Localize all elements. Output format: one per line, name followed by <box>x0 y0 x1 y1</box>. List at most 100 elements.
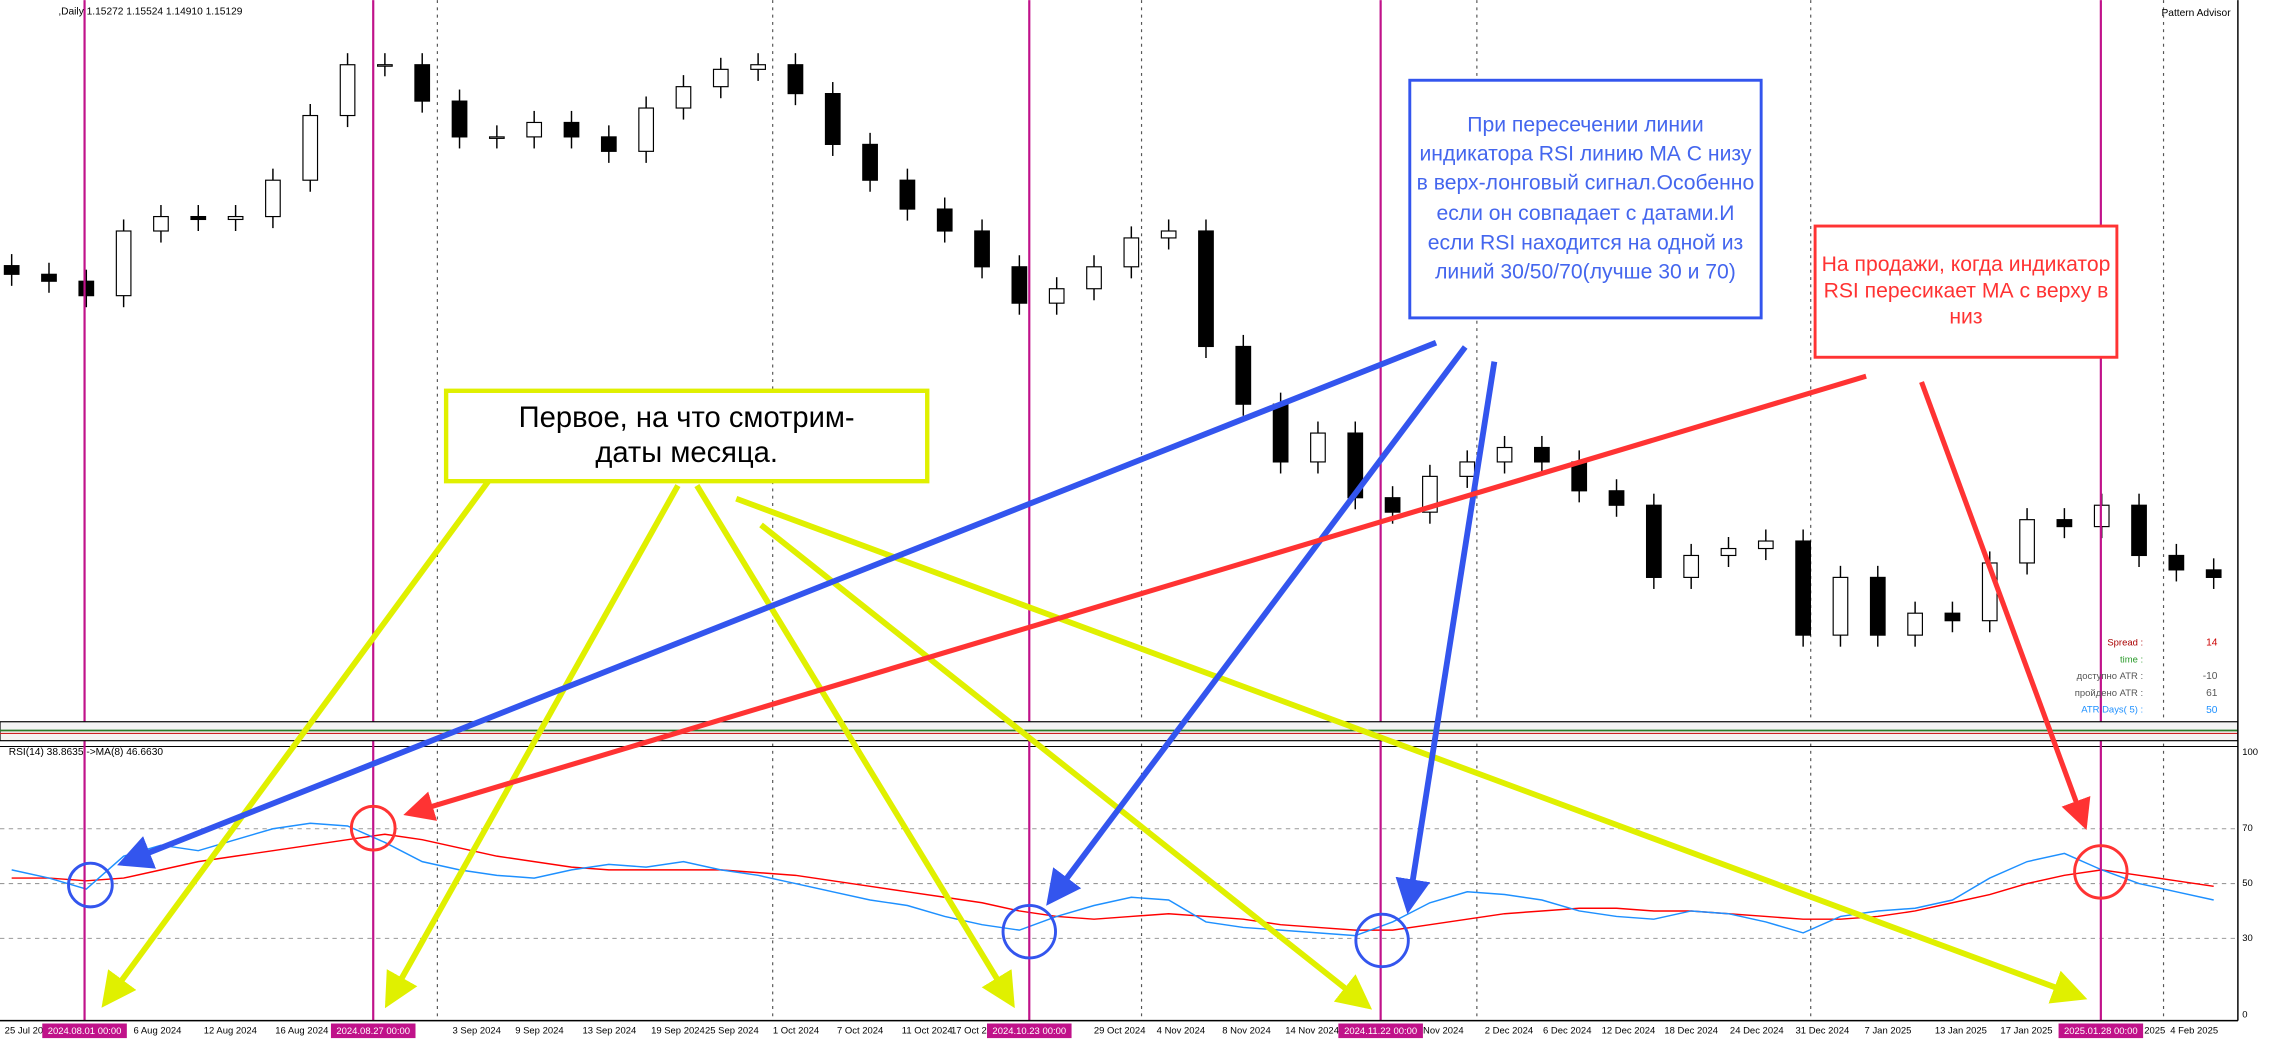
candle-body <box>377 64 393 67</box>
candle-body <box>526 121 543 138</box>
date-marker-tag <box>1338 1023 1423 1039</box>
date-marker-label: 2024.11.22 00:00 <box>1344 1026 1417 1037</box>
info-label: time : <box>2120 654 2143 665</box>
candle-body <box>1198 230 1214 348</box>
candle-body <box>1832 576 1849 636</box>
date-marker-tag <box>2058 1023 2144 1039</box>
candle-body <box>1683 554 1700 578</box>
candle-body <box>41 273 57 282</box>
rsi-line <box>11 822 2214 937</box>
candle-body <box>2019 519 2035 564</box>
candle-body <box>1608 490 1625 506</box>
x-tick-label: 4 Nov 2024 <box>1157 1025 1205 1036</box>
date-marker-tag <box>42 1023 127 1039</box>
x-tick-label: 1 Oct 2024 <box>773 1025 819 1036</box>
info-label: Spread : <box>2107 638 2143 649</box>
candle-body <box>1944 612 1961 622</box>
candle-body <box>1422 475 1438 513</box>
dates-note: Первое, на что смотрим- даты месяца. <box>518 402 855 470</box>
candle-body <box>1011 266 1028 304</box>
x-tick-label: 8 Nov 2024 <box>1222 1025 1270 1036</box>
info-value: -10 <box>2203 671 2218 682</box>
x-tick-label: 7 Oct 2024 <box>837 1025 883 1036</box>
x-tick-label: 2 Dec 2024 <box>1485 1025 1533 1036</box>
x-tick-label: 29 Oct 2024 <box>1094 1025 1146 1036</box>
candle-body <box>1160 230 1177 239</box>
x-tick-label: 11 Oct 2024 <box>902 1025 953 1036</box>
advisor-label[interactable]: Pattern Advisor <box>2162 8 2232 19</box>
long-note: При пересечении линии индикатора RSI лин… <box>1416 113 1755 285</box>
candle-body <box>227 215 244 221</box>
candle-body <box>1869 576 1886 636</box>
x-tick-label: 6 Dec 2024 <box>1543 1025 1591 1036</box>
candle-body <box>2056 519 2073 528</box>
candle-body <box>488 136 505 139</box>
short-note: На продажи, когда индикатор RSI пересика… <box>1821 253 2111 330</box>
candle-body <box>936 208 953 232</box>
circles <box>67 804 2129 969</box>
rsi-tick-label: 30 <box>2242 933 2253 944</box>
candle-body <box>2168 554 2185 571</box>
candle-body <box>712 68 729 88</box>
dates-note-text: Первое, на что смотрим- даты месяца. <box>518 402 855 470</box>
candle-body <box>115 230 132 297</box>
candle-body <box>750 64 766 70</box>
candle-body <box>451 100 468 138</box>
x-tick-label: 3 Sep 2024 <box>453 1025 501 1036</box>
x-tick-label: 7 Jan 2025 <box>1865 1025 1912 1036</box>
x-tick-label: 25 Sep 2024 <box>705 1025 759 1036</box>
x-tick-label: 17 Oct 2024 <box>951 1025 1003 1036</box>
candle-body <box>1757 540 1774 550</box>
date-marker-tag <box>330 1023 416 1039</box>
short-note-text: На продажи, когда индикатор RSI пересика… <box>1821 253 2111 330</box>
candle-body <box>78 280 95 297</box>
x-tick-label: 9 Sep 2024 <box>515 1025 563 1036</box>
candle-body <box>787 64 804 95</box>
candle-body <box>3 265 20 275</box>
date-marker-label: 2024.08.01 00:00 <box>48 1026 122 1037</box>
candle-body <box>1459 461 1476 477</box>
long-note-box <box>1408 78 1763 320</box>
candle-body <box>1272 403 1289 463</box>
candle-body <box>2131 504 2147 557</box>
candle-body <box>675 86 692 109</box>
info-label: ATR Days( 5) : <box>2081 705 2143 716</box>
rsi-tick-label: 100 <box>2242 747 2258 758</box>
candle-body <box>265 179 281 218</box>
candle-body <box>1534 446 1550 463</box>
candle-body <box>1086 266 1102 290</box>
candle-body <box>1235 345 1252 405</box>
x-tick-label: 13 Jan 2025 <box>1935 1025 1987 1036</box>
x-tick-label: 19 Sep 2024 <box>651 1025 705 1036</box>
candle-body <box>638 107 655 152</box>
candle-body <box>1310 432 1326 463</box>
candle-body <box>339 64 356 117</box>
symbol-info: ,Daily 1.15272 1.15524 1.14910 1.15129 <box>58 6 242 17</box>
date-marker-label: 2024.10.23 00:00 <box>992 1026 1066 1037</box>
candle-body <box>1048 288 1065 304</box>
info-value: 14 <box>2206 638 2218 649</box>
long-note-text: При пересечении линии индикатора RSI лин… <box>1416 113 1755 285</box>
dates-note-box <box>443 388 930 484</box>
rsi-tick-label: 0 <box>2242 1009 2247 1020</box>
x-tick-label: 18 Dec 2024 <box>1664 1025 1718 1036</box>
candle-body <box>302 114 319 181</box>
x-tick-label: 25 Jul 2024 <box>5 1025 54 1036</box>
candle-body <box>1645 504 1662 578</box>
x-tick-label: 2025 <box>2144 1025 2165 1036</box>
info-value: 50 <box>2206 705 2218 716</box>
info-value: 61 <box>2206 688 2218 699</box>
x-tick-label: 13 Sep 2024 <box>583 1025 637 1036</box>
rsi-tick-label: 50 <box>2242 878 2253 889</box>
candle-body <box>824 93 841 145</box>
candle-body <box>1795 540 1812 636</box>
x-tick-label: 12 Dec 2024 <box>1602 1025 1656 1036</box>
candle-body <box>862 143 878 181</box>
info-label: пройдено ATR : <box>2075 688 2143 699</box>
x-tick-label: 31 Dec 2024 <box>1796 1025 1850 1036</box>
x-tick-label: 12 Aug 2024 <box>204 1025 257 1036</box>
candle-body <box>1384 497 1401 513</box>
candle-body <box>974 230 990 268</box>
date-marker-label: 2025.01.28 00:00 <box>2064 1026 2138 1037</box>
